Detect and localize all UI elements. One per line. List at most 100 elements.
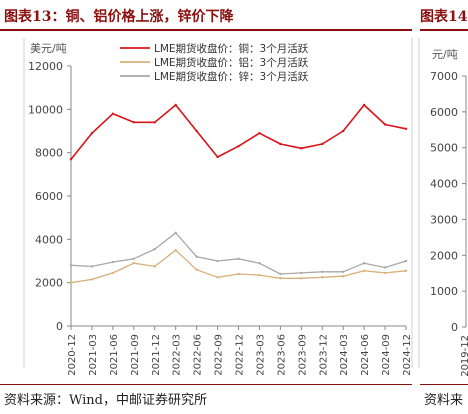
data-point-aluminum [69,281,73,284]
data-point-zinc [362,262,366,265]
data-point-aluminum [132,262,135,265]
data-point-copper [195,129,198,133]
y-tick-label-right: 1000 [430,285,458,298]
data-point-copper [279,142,282,146]
data-point-zinc [174,231,177,234]
data-point-copper [258,132,261,135]
figure-title: 图表13：铜、铝价格上涨，锌价下降 [4,9,234,25]
data-point-copper [111,112,115,115]
data-point-copper [383,123,387,126]
data-point-zinc [195,255,198,258]
data-point-aluminum [383,271,387,275]
source-rule [0,384,412,385]
y-tick-label-right: 3000 [430,213,458,226]
title-rule [0,29,412,31]
source-note-right: 资料来 [424,393,464,408]
legend-label: LME期货收盘价：铝：3个月活跃 [154,56,309,69]
y-unit-label-right: 元/吨 [432,48,458,61]
data-point-aluminum [153,265,156,268]
y-tick-label-right: 4000 [430,178,458,191]
data-point-copper [321,142,324,146]
data-point-zinc [216,259,219,263]
x-tick-label: 2022-09 [214,334,225,376]
data-point-zinc [342,270,345,273]
x-tick-label: 2022-06 [193,334,204,376]
data-point-zinc [90,265,94,268]
y-tick-label: 6000 [35,190,63,203]
data-point-zinc [383,266,387,269]
data-point-copper [69,158,73,161]
y-tick-label: 12000 [28,60,63,73]
source-note: 资料来源：Wind，中邮证券研究所 [4,393,207,408]
y-tick-label-right: 0 [451,321,458,334]
data-point-zinc [258,262,261,265]
y-tick-label: 8000 [35,147,63,160]
x-tick-label: 2023-12 [318,334,329,376]
data-point-aluminum [404,269,408,272]
x-tick-label: 2022-12 [235,334,246,376]
data-point-zinc [237,257,240,260]
data-point-aluminum [174,249,177,252]
data-point-aluminum [342,275,345,278]
data-point-aluminum [362,269,366,272]
x-tick-label: 2023-03 [255,334,266,376]
y-tick-label-right: 6000 [430,106,458,119]
y-tick-label-right: 7000 [430,70,458,83]
data-point-aluminum [90,278,94,281]
data-point-zinc [404,259,408,263]
x-tick-label: 2023-09 [297,334,308,376]
data-point-copper [237,145,240,148]
x-tick-label: 2020-12 [67,334,78,376]
data-point-copper [216,155,219,159]
data-point-zinc [153,247,156,251]
legend-label: LME期货收盘价：铜：3个月活跃 [154,42,309,55]
x-tick-label: 2023-06 [276,334,287,376]
data-point-copper [342,129,345,133]
data-point-zinc [132,257,135,260]
data-point-copper [153,121,156,124]
data-point-copper [132,121,135,124]
data-point-aluminum [111,271,115,275]
y-tick-label: 0 [56,320,63,333]
x-tick-label: 2024-09 [381,334,392,376]
x-tick-label: 2024-03 [339,334,350,376]
y-unit-label: 美元/吨 [30,42,67,55]
data-point-aluminum [321,276,324,279]
data-point-aluminum [237,272,240,276]
title-rule-right [420,29,468,31]
data-point-copper [300,147,303,150]
series-line-copper [70,104,407,160]
x-tick-label: 2021-06 [109,334,120,376]
x-tick-label: 2024-06 [360,334,371,376]
series-line-zinc [70,232,407,275]
y-tick-label: 4000 [35,233,63,246]
legend-label: LME期货收盘价：锌：3个月活跃 [154,70,309,83]
x-tick-label: 2024-12 [402,334,413,376]
data-point-copper [362,103,366,107]
figure-title-right: 图表14 [420,9,468,25]
data-point-zinc [279,272,282,276]
x-tick-label-right: 2019-12 [460,335,468,377]
y-tick-label-right: 5000 [430,142,458,155]
data-point-aluminum [300,277,303,280]
data-point-aluminum [195,268,198,271]
y-tick-label: 10000 [28,103,63,116]
data-point-aluminum [258,273,261,277]
data-point-copper [404,127,408,130]
y-tick-label-right: 2000 [430,249,458,262]
data-point-aluminum [279,277,282,280]
x-tick-label: 2021-03 [88,334,99,376]
x-tick-label: 2021-12 [151,334,162,376]
x-tick-label: 2022-03 [172,334,183,376]
data-point-copper [90,132,94,135]
data-point-copper [174,103,177,107]
data-point-zinc [69,264,73,267]
x-tick-label: 2021-09 [130,334,141,376]
data-point-zinc [321,270,324,273]
source-rule-right [420,384,468,385]
data-point-zinc [111,260,115,264]
data-point-aluminum [216,276,219,279]
y-tick-label: 2000 [35,277,63,290]
data-point-zinc [300,271,303,275]
